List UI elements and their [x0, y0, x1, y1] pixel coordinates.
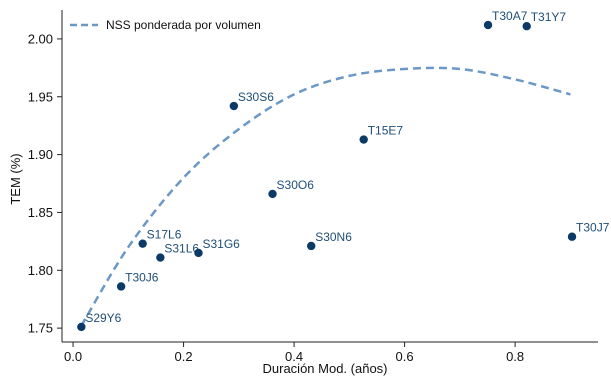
x-tick-label: 0.8: [506, 349, 524, 364]
x-tick-label: 0.0: [64, 349, 82, 364]
y-tick-label: 1.90: [28, 147, 53, 162]
x-tick-label: 0.6: [396, 349, 414, 364]
data-point: [483, 20, 493, 30]
point-label: T31Y7: [531, 10, 567, 24]
data-point: [229, 101, 239, 111]
y-tick-label: 2.00: [28, 31, 53, 46]
point-label: S30N6: [315, 230, 352, 244]
x-axis-label: Duración Mod. (años): [263, 361, 388, 376]
point-label: S17L6: [147, 228, 182, 242]
point-label: T30J7: [576, 221, 610, 235]
point-label: T30A7: [492, 9, 528, 23]
y-tick-label: 1.95: [28, 89, 53, 104]
data-point: [359, 135, 368, 144]
point-label: T15E7: [368, 124, 404, 138]
data-point: [138, 239, 147, 248]
data-point: [77, 322, 86, 332]
data-point: [194, 248, 203, 258]
nss-curve: [80, 66, 571, 327]
x-tick-label: 0.2: [175, 349, 193, 364]
y-axis-label: TEM (%): [8, 153, 23, 204]
x-axis: 0.0 0.2 0.4 0.6 0.8: [64, 342, 524, 364]
point-label: S31G6: [202, 237, 240, 251]
data-point: [567, 232, 577, 241]
x-tick-label: 0.4: [285, 349, 303, 364]
data-point: [307, 241, 316, 251]
y-tick-label: 1.80: [28, 263, 53, 278]
data-point: [522, 21, 531, 31]
plot-frame: [61, 10, 598, 343]
data-point: [156, 253, 165, 262]
point-label: S31L6: [164, 242, 199, 256]
point-label: S30S6: [238, 90, 274, 104]
point-label: S29Y6: [85, 311, 121, 325]
y-axis: 1.75 1.80 1.85 1.90 1.95 2.00: [28, 31, 62, 336]
data-point: [116, 282, 126, 291]
curve-layer: [80, 66, 571, 327]
legend-label: NSS ponderada por volumen: [106, 18, 261, 32]
point-label: S30O6: [277, 178, 315, 192]
point-label: T30J6: [125, 270, 159, 284]
y-tick-label: 1.75: [28, 321, 53, 336]
data-point: [268, 189, 277, 199]
legend: NSS ponderada por volumen: [70, 18, 261, 32]
y-tick-label: 1.85: [28, 205, 53, 220]
